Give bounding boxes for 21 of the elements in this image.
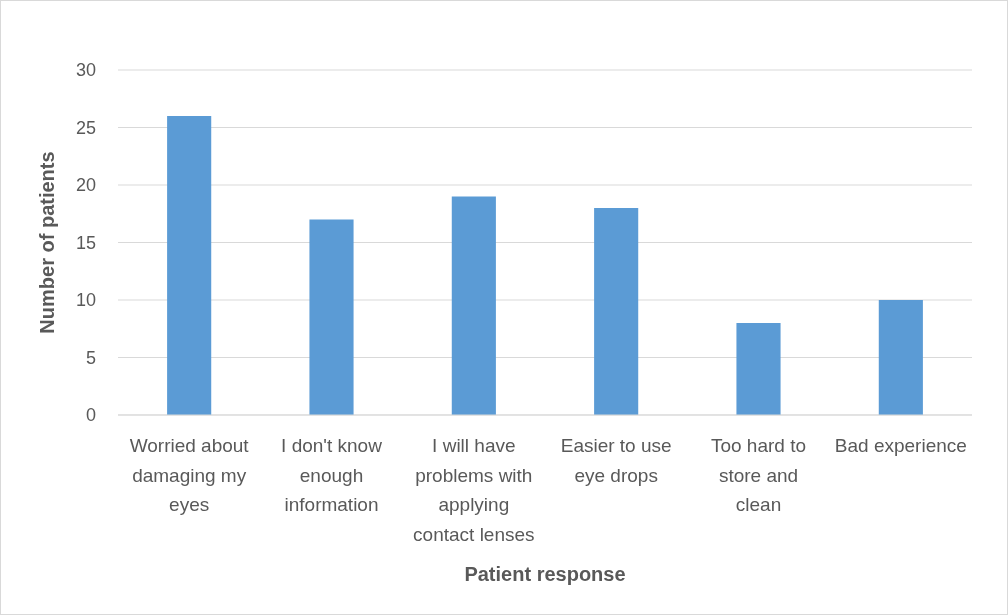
y-tick-label: 25 bbox=[75, 117, 96, 138]
x-tick-label: Worried about damaging my eyes bbox=[129, 435, 250, 515]
y-tick-label: 30 bbox=[75, 60, 96, 81]
x-tick-label: Bad experience bbox=[834, 435, 967, 456]
y-tick-label: 15 bbox=[75, 232, 96, 253]
bar bbox=[736, 323, 781, 415]
y-tick-label: 10 bbox=[75, 290, 96, 311]
x-tick-label: Easier to use eye drops bbox=[560, 435, 672, 486]
bar bbox=[594, 208, 639, 415]
bar bbox=[878, 300, 923, 415]
y-axis-title: Number of patients bbox=[36, 151, 58, 334]
bar bbox=[309, 219, 354, 415]
x-tick-label: Too hard to store and clean bbox=[710, 435, 807, 515]
y-tick-label: 0 bbox=[85, 405, 96, 426]
bar bbox=[167, 116, 212, 415]
x-tick-label: I don't know enough information bbox=[281, 435, 383, 515]
y-tick-label: 20 bbox=[75, 175, 96, 196]
bar bbox=[451, 196, 496, 415]
x-axis-title: Patient response bbox=[464, 563, 626, 585]
x-tick-label: I will have problems with applying contact lenses bbox=[413, 435, 535, 545]
y-tick-label: 5 bbox=[85, 347, 96, 368]
